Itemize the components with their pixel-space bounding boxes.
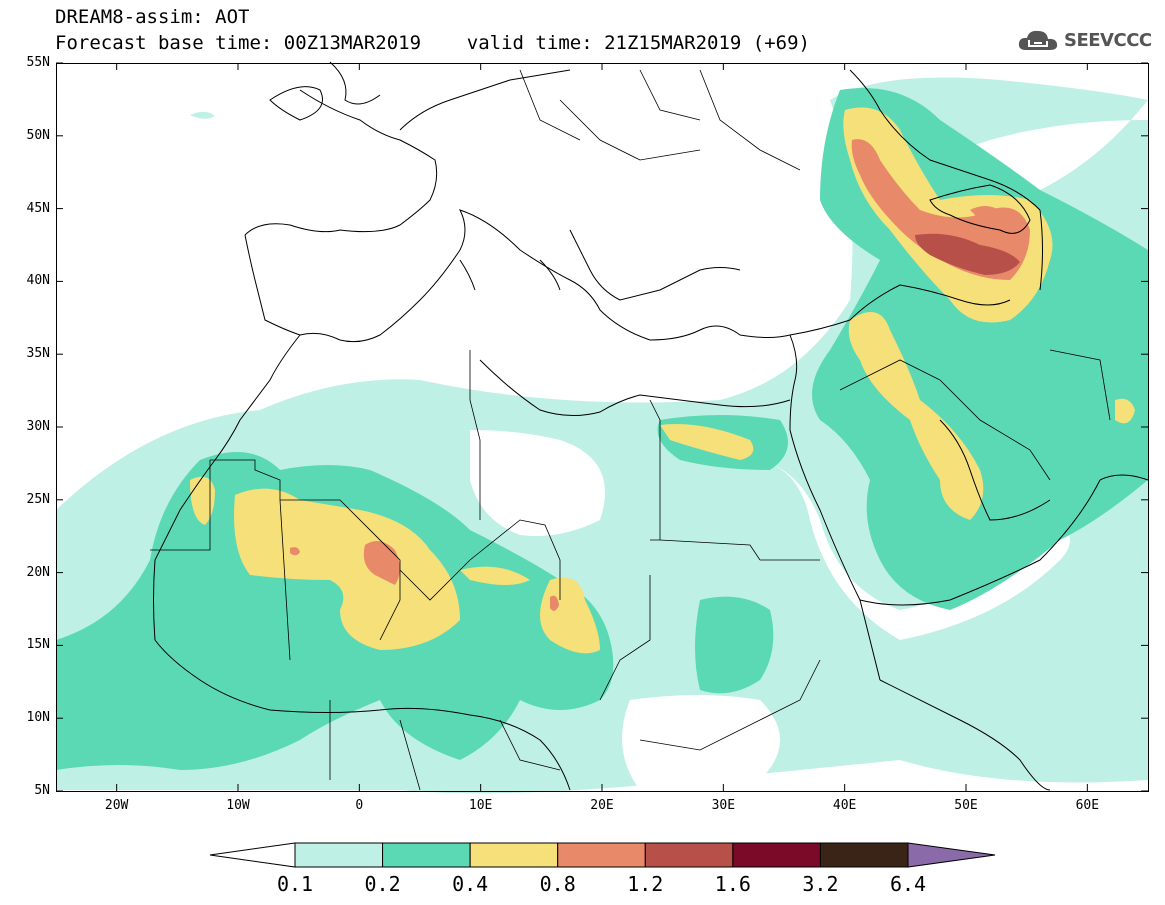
colorbar-swatch [819, 842, 909, 868]
lon-label: 20W [104, 798, 129, 813]
seevccc-logo: SEEVCCC [1016, 26, 1152, 54]
colorbar-label: 0.8 [539, 872, 576, 896]
lat-label: 25N [26, 491, 50, 507]
title-line-1: DREAM8-assim: AOT [55, 6, 250, 28]
colorbar-label: 0.2 [364, 872, 401, 896]
colorbar-swatch [732, 842, 821, 868]
colorbar-high-arrow [907, 842, 996, 868]
colorbar-swatch [557, 842, 646, 868]
lon-label: 10W [226, 798, 250, 813]
lon-label: 50E [954, 798, 978, 813]
colorbar-label: 0.1 [276, 872, 314, 896]
lat-label: 45N [26, 200, 50, 216]
lon-label: 0 [355, 798, 364, 813]
colorbar-swatch [644, 842, 734, 868]
lon-label: 30E [711, 798, 736, 813]
colorbar-swatch [469, 842, 559, 868]
aot-band-1-2 [915, 233, 1020, 275]
colorbar-low-arrow [209, 842, 296, 868]
lon-label: 10E [468, 798, 493, 813]
colorbar [209, 842, 996, 868]
lat-label: 30N [26, 419, 50, 434]
lat-label: 55N [26, 55, 50, 70]
title-line-2: Forecast base time: 00Z13MAR2019 valid t… [55, 32, 810, 54]
colorbar-swatch [294, 842, 384, 868]
lat-label: 15N [26, 637, 50, 653]
colorbar-label: 1.6 [714, 872, 751, 896]
colorbar-label: 0.4 [452, 872, 489, 896]
lon-label: 60E [1075, 798, 1100, 813]
lat-label: 5N [34, 783, 50, 798]
lat-label: 40N [26, 273, 50, 289]
lon-label: 40E [832, 798, 857, 813]
coastlines [153, 61, 1149, 791]
lat-label: 50N [26, 127, 50, 143]
country-borders [150, 69, 1111, 791]
colorbar-label: 1.2 [627, 872, 664, 896]
axis-ticks [56, 62, 1148, 792]
logo-text: SEEVCCC [1064, 29, 1152, 51]
aot-band-0-8 [290, 139, 1030, 611]
lon-label: 20E [590, 798, 614, 813]
lat-label: 35N [26, 346, 50, 362]
colorbar-swatch [382, 842, 471, 868]
lat-label: 20N [26, 564, 50, 580]
colorbar-label: 6.4 [889, 872, 927, 896]
cloud-icon [1018, 30, 1058, 50]
lat-label: 10N [26, 710, 50, 726]
colorbar-label: 3.2 [802, 872, 839, 896]
